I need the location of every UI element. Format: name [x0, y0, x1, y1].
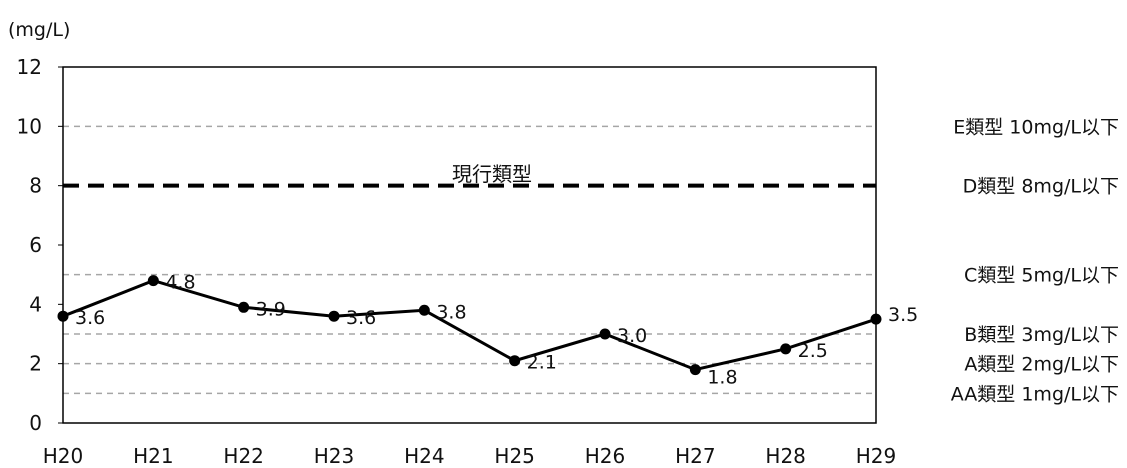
data-point: [780, 343, 792, 355]
reference-label: C類型 5mg/L以下: [964, 265, 1119, 287]
y-tick-label: 12: [17, 55, 42, 79]
x-tick-label: H29: [856, 444, 897, 468]
data-point: [328, 310, 340, 322]
data-label: 3.6: [75, 307, 105, 329]
data-point: [870, 313, 882, 325]
x-tick-label: H26: [585, 444, 626, 468]
data-point: [689, 364, 701, 376]
x-tick-label: H27: [675, 444, 716, 468]
data-label: 3.0: [617, 325, 647, 347]
y-unit-label: (mg/L): [8, 19, 70, 41]
y-axis-ticks: 0 2 4 6 8 10 12: [17, 55, 63, 435]
series-polyline: [62, 279, 877, 372]
y-tick-label: 2: [29, 352, 42, 376]
data-label: 2.5: [798, 340, 828, 362]
reference-label: AA類型 1mg/L以下: [951, 383, 1119, 405]
reference-label: A類型 2mg/L以下: [964, 354, 1119, 376]
data-label: 4.8: [165, 272, 195, 294]
data-label: 3.8: [436, 301, 466, 323]
x-tick-label: H28: [765, 444, 806, 468]
x-tick-label: H21: [133, 444, 174, 468]
x-tick-label: H25: [494, 444, 535, 468]
x-tick-label: H22: [223, 444, 264, 468]
y-tick-label: 8: [29, 174, 42, 198]
data-point: [418, 304, 430, 316]
data-point: [238, 301, 250, 313]
y-tick-label: 4: [29, 292, 42, 316]
data-point: [509, 355, 521, 367]
x-tick-label: H20: [43, 444, 84, 468]
x-tick-label: H24: [404, 444, 445, 468]
reference-label: E類型 10mg/L以下: [953, 116, 1119, 138]
reference-label: D類型 8mg/L以下: [963, 176, 1119, 198]
data-label: 1.8: [707, 367, 737, 389]
data-labels: 3.6 4.8 3.9 3.6 3.8 2.1 3.0 1.8 2.5 3.5: [75, 272, 918, 389]
y-tick-label: 6: [29, 233, 42, 257]
data-label: 3.9: [256, 298, 286, 320]
data-label: 3.5: [888, 304, 918, 326]
data-point: [147, 275, 159, 287]
reference-label: B類型 3mg/L以下: [964, 324, 1119, 346]
data-label: 3.6: [346, 307, 376, 329]
data-label: 2.1: [527, 352, 557, 374]
data-point: [57, 310, 69, 322]
y-tick-label: 10: [17, 114, 42, 138]
current-type-annotation: 現行類型: [452, 162, 532, 186]
x-tick-label: H23: [314, 444, 355, 468]
reference-lines: E類型 10mg/L以下 D類型 8mg/L以下 C類型 5mg/L以下 B類型 3m…: [63, 116, 1119, 405]
plot-frame: [62, 66, 877, 424]
x-axis-ticks: H20 H21 H22 H23 H24 H25 H26 H27 H28 H29: [43, 444, 897, 468]
data-point: [599, 328, 611, 340]
series-line: [57, 275, 882, 376]
y-tick-label: 0: [29, 411, 42, 435]
